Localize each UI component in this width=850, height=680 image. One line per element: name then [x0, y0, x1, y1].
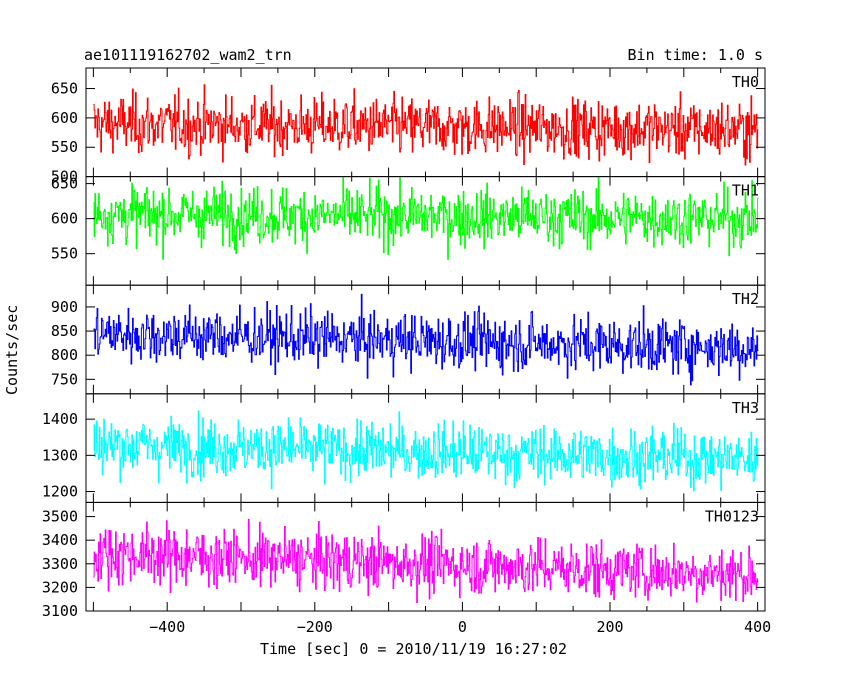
y-tick-label: 600	[51, 210, 78, 228]
x-axis-label: Time [sec] 0 = 2010/11/19 16:27:02	[260, 640, 568, 658]
y-axis-label: Counts/sec	[3, 304, 21, 395]
series-line-th3	[93, 410, 759, 492]
panel-label-th3: TH3	[732, 399, 759, 417]
series-line-th2	[93, 293, 759, 386]
x-tick-label: 0	[458, 618, 467, 636]
y-tick-label: 3100	[42, 602, 78, 620]
y-tick-label: 550	[51, 245, 78, 263]
y-tick-label: 3300	[42, 555, 78, 573]
y-tick-label: 500	[51, 168, 78, 186]
panel-label-th0: TH0	[732, 73, 759, 91]
panel-label-th1: TH1	[732, 182, 759, 200]
y-tick-label: 1200	[42, 483, 78, 501]
y-tick-label: 3400	[42, 531, 78, 549]
panel-frame	[85, 176, 766, 286]
y-tick-label: 750	[51, 370, 78, 388]
series-line-th0123	[93, 518, 759, 604]
x-tick-label: −400	[149, 618, 185, 636]
y-tick-label: 600	[51, 109, 78, 127]
y-tick-label: 650	[51, 80, 78, 98]
series-line-th1	[93, 176, 759, 260]
x-tick-label: 400	[744, 618, 771, 636]
series-line-th0	[93, 84, 759, 166]
y-tick-label: 1300	[42, 446, 78, 464]
y-tick-label: 550	[51, 138, 78, 156]
y-tick-label: 850	[51, 322, 78, 340]
y-tick-label: 800	[51, 346, 78, 364]
y-tick-label: 1400	[42, 410, 78, 428]
y-tick-label: 3500	[42, 508, 78, 526]
y-tick-label: 900	[51, 298, 78, 316]
x-tick-label: −200	[297, 618, 333, 636]
panel-label-th0123: TH0123	[705, 507, 759, 525]
y-tick-label: 3200	[42, 578, 78, 596]
y-tick-label: 650	[51, 175, 78, 193]
panel-label-th2: TH2	[732, 290, 759, 308]
plot-title: ae101119162702_wam2_trn	[84, 46, 292, 64]
x-tick-label: 200	[596, 618, 623, 636]
bin-time-label: Bin time: 1.0 s	[627, 46, 763, 64]
